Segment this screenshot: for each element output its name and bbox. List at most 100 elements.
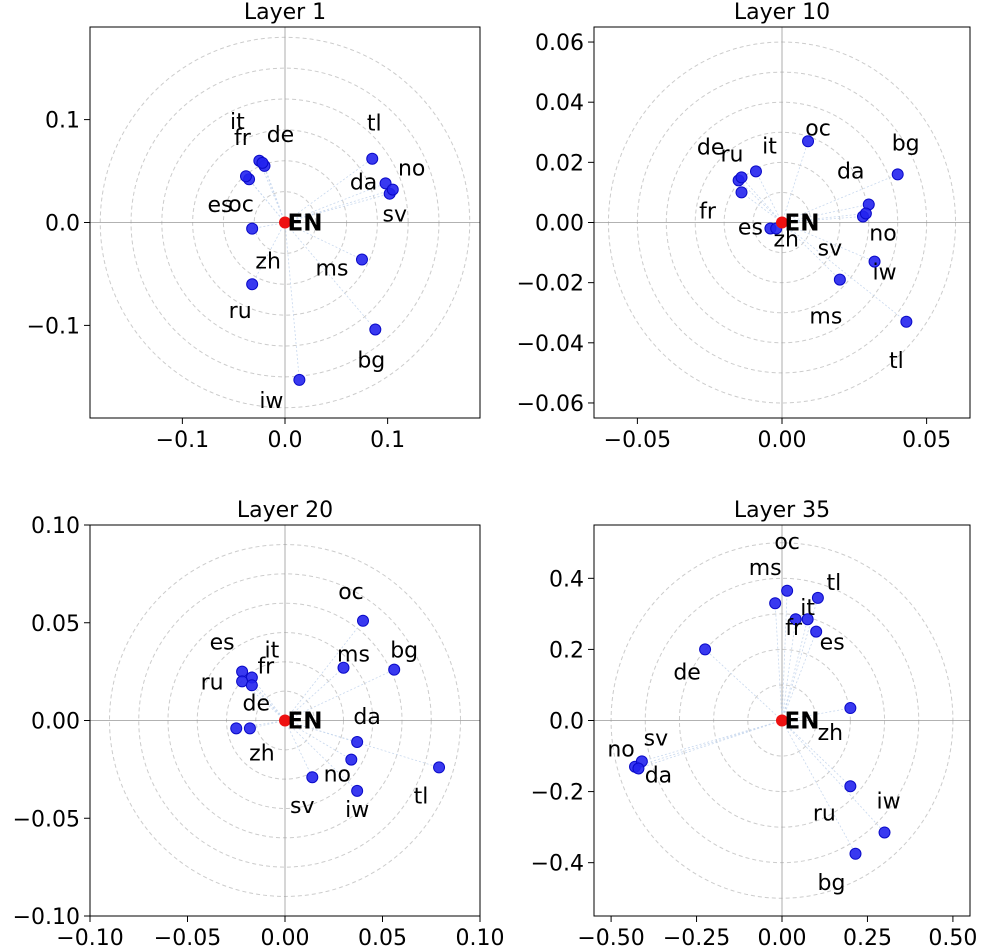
y-tick-label: 0.02 [535, 151, 584, 176]
spoke-oc [781, 590, 788, 721]
point-iw [351, 784, 364, 797]
point-label: tl [414, 784, 429, 809]
y-tick-label: 0.06 [535, 31, 584, 56]
x-tick-label: −0.50 [577, 926, 644, 949]
spoke-iw [284, 720, 358, 792]
x-tick-label: 0.00 [758, 428, 807, 453]
point-label: bg [818, 871, 846, 896]
x-tick-label: −0.05 [604, 428, 671, 453]
y-tick-label: 0.0 [549, 710, 584, 735]
spoke-fr [262, 162, 286, 223]
point-sv [386, 183, 399, 196]
point-de [230, 722, 243, 735]
origin-label: EN [288, 709, 323, 735]
point-tl [366, 152, 379, 165]
origin-point [279, 216, 291, 229]
x-tick-label: 0.10 [456, 926, 505, 949]
spoke-no [781, 216, 864, 223]
spoke-bg [781, 174, 898, 223]
point-bg [369, 323, 382, 336]
point-ms [355, 253, 368, 266]
point-label: oc [805, 116, 831, 141]
origin-label: EN [288, 211, 323, 237]
point-label: sv [818, 236, 842, 261]
point-label: ru [229, 299, 252, 324]
panel-title: Layer 20 [237, 498, 333, 523]
origin-point [776, 216, 788, 229]
point-bg [388, 663, 401, 676]
point-bg [891, 168, 904, 181]
point-label: da [350, 170, 377, 195]
point-label: zh [255, 250, 281, 275]
point-ms [769, 597, 782, 610]
point-no [345, 753, 358, 766]
point-label: it [264, 638, 279, 663]
point-fr [245, 679, 258, 692]
point-label: es [820, 631, 845, 656]
point-label: fr [234, 126, 252, 151]
point-label: fr [699, 199, 717, 224]
point-oc [802, 135, 815, 148]
x-tick-label: −0.25 [663, 926, 730, 949]
y-tick-label: −0.05 [13, 807, 80, 832]
point-label: es [210, 631, 235, 656]
spoke-zh [781, 707, 851, 721]
y-tick-label: 0.1 [45, 109, 80, 134]
point-label: es [738, 216, 763, 241]
point-iw [293, 373, 306, 386]
y-tick-label: −0.1 [27, 314, 80, 339]
y-tick-label: −0.06 [517, 392, 584, 417]
point-es [240, 170, 252, 183]
spoke-tl [781, 597, 819, 721]
point-label: iw [872, 261, 896, 286]
point-label: zh [773, 228, 799, 253]
spoke-bg [781, 720, 856, 854]
point-label: zh [818, 721, 844, 746]
y-tick-label: 0.4 [549, 567, 584, 592]
point-label: tl [827, 571, 842, 596]
y-tick-label: −0.4 [531, 852, 584, 877]
point-sv [306, 771, 319, 784]
point-ru [749, 165, 762, 178]
origin-label: EN [785, 211, 820, 237]
spoke-fr [741, 192, 783, 223]
plot-area [90, 525, 480, 916]
point-label: ms [809, 305, 842, 330]
panel-title: Layer 35 [734, 498, 830, 523]
spoke-da [781, 204, 869, 223]
y-tick-label: 0.05 [31, 612, 80, 637]
x-tick-label: −0.10 [56, 926, 123, 949]
x-tick-label: 0.05 [902, 428, 951, 453]
plot-area [90, 27, 480, 418]
point-zh [246, 222, 259, 235]
y-tick-label: −0.2 [531, 781, 584, 806]
origin-point [776, 714, 788, 727]
panel-title: Layer 10 [734, 0, 830, 25]
point-oc [357, 614, 369, 627]
x-tick-label: −0.05 [154, 926, 221, 949]
spoke-bg [284, 669, 395, 721]
point-label: iw [259, 389, 283, 414]
spoke-sv [284, 189, 393, 223]
spoke-da [638, 720, 783, 769]
point-tl [900, 315, 913, 328]
point-ms [833, 273, 846, 286]
spoke-da [284, 183, 386, 223]
point-label: tl [889, 349, 904, 374]
point-label: de [673, 660, 701, 685]
spoke-es [781, 631, 817, 721]
point-label: sv [383, 203, 407, 228]
point-label: oc [228, 192, 254, 217]
point-oc [781, 584, 794, 597]
spoke-it [781, 619, 809, 721]
plot-area [594, 525, 970, 916]
point-label: ru [720, 142, 743, 167]
point-label: da [645, 763, 672, 788]
spoke-oc [284, 620, 364, 721]
point-label: iw [345, 798, 369, 823]
point-label: zh [249, 741, 275, 766]
spoke-fr [781, 619, 797, 721]
point-label: no [398, 157, 425, 182]
point-label: bg [892, 131, 920, 156]
